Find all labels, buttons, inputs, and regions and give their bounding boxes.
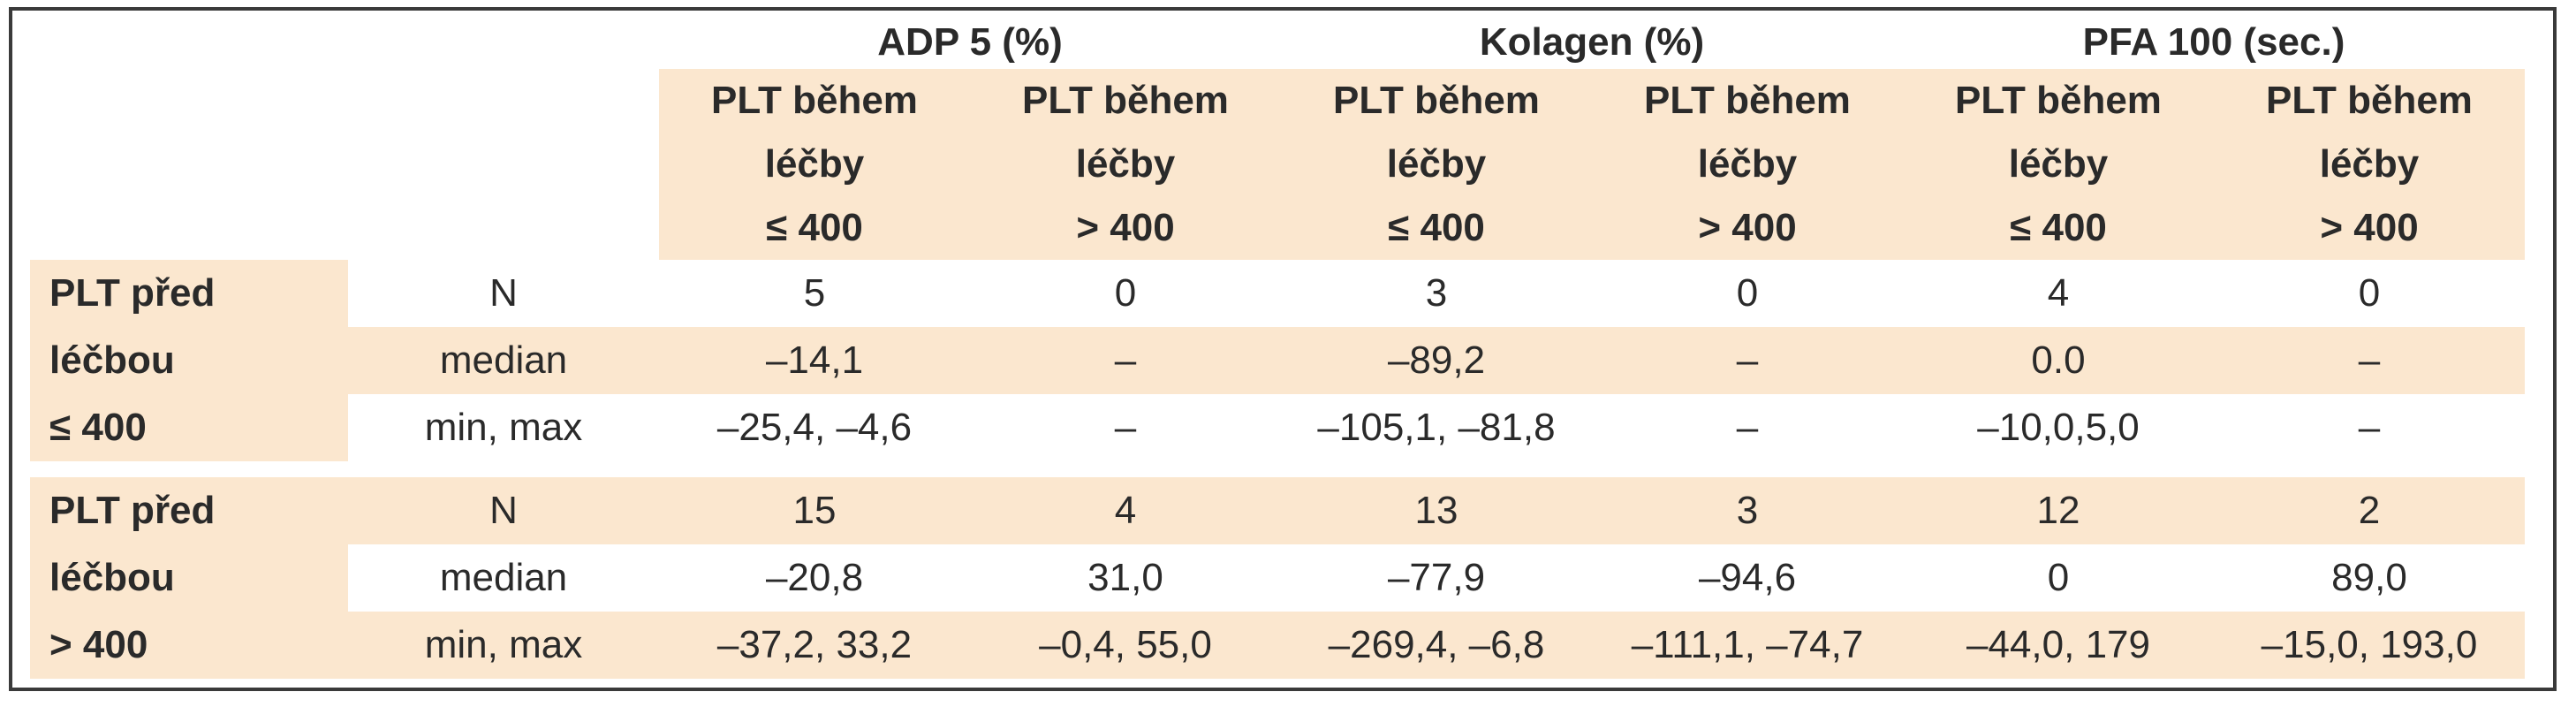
table-frame: ADP 5 (%) Kolagen (%) PFA 100 (sec.) PLT… [9,7,2557,691]
row-group-label: PLT před léčbou > 400 [30,477,348,679]
table-cell: –15,0, 193,0 [2214,612,2525,679]
table-cell: –25,4, –4,6 [659,394,970,461]
table-cell: –44,0, 179 [1903,612,2214,679]
group-header-row: ADP 5 (%) Kolagen (%) PFA 100 (sec.) [30,16,2525,69]
table-row: PLT před léčbou ≤ 400 N 5 0 3 0 4 0 [30,260,2525,461]
table-cell: –269,4, –6,8 [1281,612,1592,679]
subheader-cell: PLT během léčby ≤ 400 [659,69,970,260]
table-cell: 0 [2214,260,2525,327]
table-cell: – [970,327,1281,394]
table-cell: –14,1 [659,327,970,394]
stat-label: N [348,477,659,544]
row-group-label: PLT před léčbou ≤ 400 [30,260,348,461]
table-cell: –10,0,5,0 [1903,394,2214,461]
subheader-cell: PLT během léčby > 400 [1592,69,1903,260]
table-row: min, max –25,4, –4,6 – –105,1, –81,8 – –… [30,394,2525,461]
table-cell: 0 [970,260,1281,327]
table-cell: 0.0 [1903,327,2214,394]
table-cell: – [2214,394,2525,461]
table-cell: –20,8 [659,544,970,612]
stat-label: min, max [348,612,659,679]
table-cell: 4 [970,477,1281,544]
table-cell: 0 [1592,260,1903,327]
table-cell: 15 [659,477,970,544]
table-cell: –89,2 [1281,327,1592,394]
table-row: PLT před léčbou > 400 N 15 4 13 3 12 2 [30,477,2525,679]
table-cell: – [2214,327,2525,394]
stat-label: median [348,327,659,394]
table-cell: –77,9 [1281,544,1592,612]
table-cell: – [1592,327,1903,394]
table-cell: 0 [1903,544,2214,612]
table-row: min, max –37,2, 33,2 –0,4, 55,0 –269,4, … [30,612,2525,679]
table-cell: – [1592,394,1903,461]
table-cell: 5 [659,260,970,327]
subheader-row: PLT během léčby ≤ 400 PLT během léčby > 400 … [30,69,2525,260]
table-cell: –94,6 [1592,544,1903,612]
table-cell: 12 [1903,477,2214,544]
stat-label: N [348,260,659,327]
data-table: ADP 5 (%) Kolagen (%) PFA 100 (sec.) PLT… [30,16,2525,679]
stat-label: min, max [348,394,659,461]
table-row: median –20,8 31,0 –77,9 –94,6 0 89,0 [30,544,2525,612]
subheader-cell: PLT během léčby ≤ 400 [1903,69,2214,260]
table-cell: 13 [1281,477,1592,544]
table-cell: 31,0 [970,544,1281,612]
table-cell: 2 [2214,477,2525,544]
table-cell: – [970,394,1281,461]
group-header-kolagen: Kolagen (%) [1479,20,1705,64]
table-cell: –37,2, 33,2 [659,612,970,679]
table-cell: 3 [1281,260,1592,327]
table-cell: 3 [1592,477,1903,544]
group-header-adp: ADP 5 (%) [877,20,1063,64]
subheader-cell: PLT během léčby ≤ 400 [1281,69,1592,260]
table-cell: 89,0 [2214,544,2525,612]
subheader-cell: PLT během léčby > 400 [2214,69,2525,260]
table-cell: 4 [1903,260,2214,327]
table-row: median –14,1 – –89,2 – 0.0 – [30,327,2525,394]
stat-label: median [348,544,659,612]
block-spacer [30,461,2525,477]
table-cell: –111,1, –74,7 [1592,612,1903,679]
table-cell: –0,4, 55,0 [970,612,1281,679]
table-cell: –105,1, –81,8 [1281,394,1592,461]
subheader-cell: PLT během léčby > 400 [970,69,1281,260]
group-header-pfa: PFA 100 (sec.) [2082,20,2345,64]
